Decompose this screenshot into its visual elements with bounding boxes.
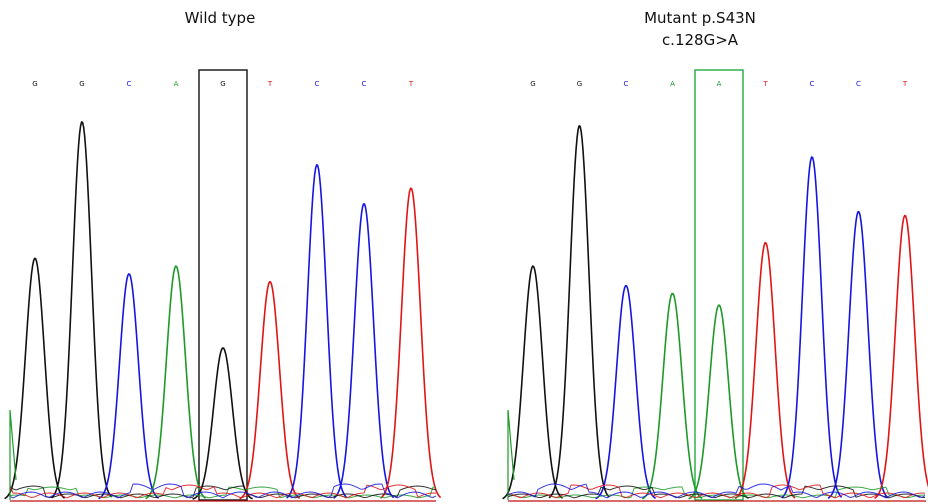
peak-g [502, 265, 564, 500]
peak-t [239, 281, 301, 500]
base-call-label: T [267, 80, 273, 88]
baseline-noise-trace [9, 484, 437, 499]
base-call-label: G [577, 80, 582, 88]
base-call-label: G [32, 80, 37, 88]
peak-g [192, 347, 253, 500]
base-call-label: T [902, 80, 908, 88]
peak-c [595, 284, 657, 500]
peak-t [380, 187, 442, 499]
mutant-title: Mutant p.S43N [644, 9, 756, 27]
baseline-noise-trace [9, 485, 437, 499]
peak-c [827, 210, 889, 499]
base-call-label: C [810, 80, 815, 88]
baseline-noise-trace [507, 483, 926, 499]
base-call-label: G [220, 80, 225, 88]
edge-trace [9, 409, 17, 500]
baseline-noise-trace [9, 483, 437, 499]
highlight-box [198, 69, 248, 501]
peak-c [333, 203, 395, 499]
base-call-label: C [624, 80, 629, 88]
peak-t [734, 242, 796, 500]
highlight-box [694, 69, 744, 501]
base-call-label: T [408, 80, 414, 88]
peak-g [548, 125, 610, 499]
baseline-noise-trace [9, 486, 437, 499]
edge-trace [507, 409, 515, 500]
peak-c [98, 273, 160, 500]
base-call-label: A [174, 80, 179, 88]
base-call-label: T [762, 80, 768, 88]
base-call-label: G [530, 80, 535, 88]
wild-type-title: Wild type [184, 9, 256, 27]
peak-c [286, 164, 348, 499]
base-call-label: C [127, 80, 132, 88]
base-call-label: A [670, 80, 675, 88]
peak-g [51, 121, 113, 499]
base-call-label: C [856, 80, 861, 88]
peak-g [4, 257, 66, 500]
base-call-label: A [717, 80, 722, 88]
baseline-noise-trace [507, 484, 926, 499]
peak-a [145, 265, 207, 500]
base-call-label: C [315, 80, 320, 88]
mutant-subtitle: c.128G>A [661, 31, 739, 49]
peak-t [874, 214, 928, 499]
peak-c [781, 156, 843, 499]
peak-a [641, 292, 703, 500]
base-call-label: G [79, 80, 84, 88]
base-call-label: C [362, 80, 367, 88]
peak-a [688, 304, 750, 500]
